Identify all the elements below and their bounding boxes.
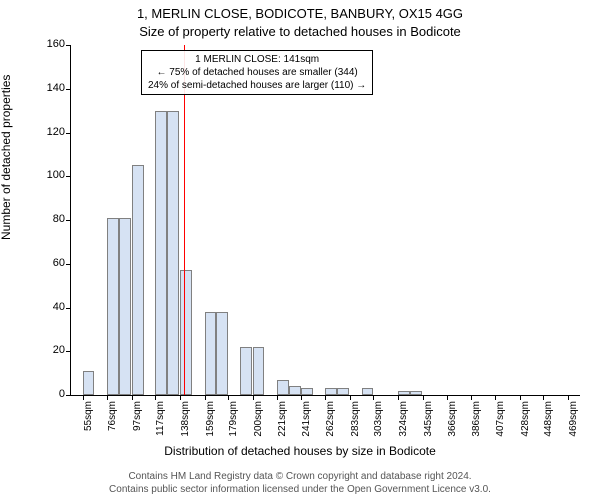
histogram-bar xyxy=(107,218,119,395)
attribution-line1: Contains HM Land Registry data © Crown c… xyxy=(128,471,471,482)
reference-line xyxy=(184,45,185,395)
annotation-line: 1 MERLIN CLOSE: 141sqm xyxy=(195,54,319,65)
x-tick-label: 345sqm xyxy=(423,401,434,437)
histogram-bar xyxy=(325,388,337,395)
histogram-bar xyxy=(337,388,349,395)
y-tick-label: 120 xyxy=(47,126,65,138)
histogram-bar xyxy=(132,165,144,395)
histogram-bar xyxy=(180,270,192,395)
histogram-bar xyxy=(155,111,167,395)
histogram-bar xyxy=(289,386,301,395)
histogram-bar xyxy=(216,312,228,395)
y-tick-label: 80 xyxy=(53,213,65,225)
x-tick-label: 179sqm xyxy=(228,401,239,437)
attribution: Contains HM Land Registry data © Crown c… xyxy=(0,471,600,496)
histogram-bar xyxy=(167,111,179,395)
x-tick-label: 97sqm xyxy=(132,401,143,431)
x-tick-label: 283sqm xyxy=(350,401,361,437)
x-tick-label: 200sqm xyxy=(253,401,264,437)
x-tick-label: 428sqm xyxy=(520,401,531,437)
histogram-bar xyxy=(119,218,131,395)
x-tick-label: 448sqm xyxy=(543,401,554,437)
histogram-bar xyxy=(362,388,374,395)
histogram-plot: 1 MERLIN CLOSE: 141sqm ← 75% of detached … xyxy=(70,46,580,396)
attribution-line2: Contains public sector information licen… xyxy=(109,484,491,495)
x-tick-label: 76sqm xyxy=(107,401,118,431)
y-tick-label: 0 xyxy=(59,388,65,400)
x-tick-label: 117sqm xyxy=(155,401,166,436)
histogram-bar xyxy=(253,347,265,395)
annotation-line: ← 75% of detached houses are smaller (34… xyxy=(157,67,358,78)
histogram-bar xyxy=(398,391,410,395)
x-tick-label: 221sqm xyxy=(277,401,288,437)
bar-group xyxy=(71,46,580,395)
y-tick-label: 140 xyxy=(47,82,65,94)
annotation-line: 24% of semi-detached houses are larger (… xyxy=(148,80,366,91)
histogram-bar xyxy=(240,347,252,395)
histogram-bar xyxy=(83,371,95,395)
x-tick-label: 241sqm xyxy=(301,401,312,437)
x-tick-label: 324sqm xyxy=(398,401,409,437)
x-tick-label: 469sqm xyxy=(568,401,579,437)
x-tick-label: 303sqm xyxy=(373,401,384,437)
title-sub: Size of property relative to detached ho… xyxy=(0,24,600,39)
y-tick-label: 40 xyxy=(53,301,65,313)
x-tick-label: 366sqm xyxy=(447,401,458,437)
x-tick-label: 386sqm xyxy=(471,401,482,437)
histogram-bar xyxy=(205,312,217,395)
y-axis-label: Number of detached properties xyxy=(0,75,13,240)
y-tick-label: 60 xyxy=(53,257,65,269)
x-tick-label: 407sqm xyxy=(495,401,506,437)
y-tick-label: 20 xyxy=(53,344,65,356)
title-main: 1, MERLIN CLOSE, BODICOTE, BANBURY, OX15… xyxy=(0,6,600,21)
x-axis-label: Distribution of detached houses by size … xyxy=(0,444,600,458)
histogram-bar xyxy=(277,380,289,395)
x-tick-label: 55sqm xyxy=(83,401,94,431)
x-tick-label: 262sqm xyxy=(325,401,336,437)
annotation-box: 1 MERLIN CLOSE: 141sqm ← 75% of detached … xyxy=(141,50,373,95)
histogram-bar xyxy=(410,391,422,395)
x-tick-label: 138sqm xyxy=(180,401,191,437)
histogram-bar xyxy=(301,388,313,395)
y-tick-label: 160 xyxy=(47,38,65,50)
x-tick-label: 159sqm xyxy=(205,401,216,437)
y-tick-label: 100 xyxy=(47,169,65,181)
